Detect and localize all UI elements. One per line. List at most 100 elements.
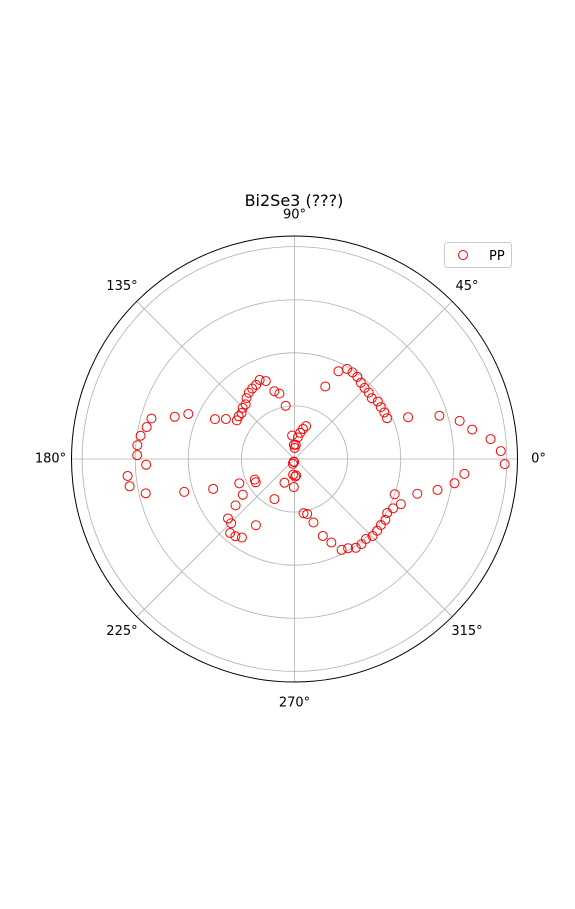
angular-gridline-45 xyxy=(294,301,453,460)
data-point xyxy=(449,478,460,489)
data-point xyxy=(231,415,242,426)
data-point xyxy=(208,483,219,494)
data-point xyxy=(280,400,291,411)
data-point xyxy=(359,382,370,393)
data-point xyxy=(432,484,443,495)
angle-tick-labels: 0° 45° 90° 135° 180° 225° 270° 315° xyxy=(35,208,546,711)
data-point xyxy=(290,471,301,482)
data-point xyxy=(291,470,302,481)
data-point xyxy=(287,458,298,469)
data-point xyxy=(333,366,344,377)
data-point xyxy=(350,542,361,553)
data-point xyxy=(220,414,231,425)
data-point xyxy=(236,408,247,419)
legend-marker-pp xyxy=(458,250,468,260)
data-point xyxy=(347,367,358,378)
data-point xyxy=(375,402,386,413)
data-point xyxy=(135,430,146,441)
data-point xyxy=(124,481,135,492)
data-point xyxy=(320,381,331,392)
data-point xyxy=(260,376,271,387)
angle-tick-label-315: 315° xyxy=(451,624,482,639)
data-point xyxy=(274,388,285,399)
data-point xyxy=(459,468,470,479)
data-point xyxy=(302,509,313,520)
data-point xyxy=(140,488,151,499)
data-point xyxy=(395,499,406,510)
polar-frame xyxy=(71,235,518,683)
data-point xyxy=(132,450,143,461)
data-point xyxy=(308,517,319,528)
angle-tick-label-225: 225° xyxy=(106,624,137,639)
data-point xyxy=(169,411,180,422)
data-point xyxy=(234,478,245,489)
data-point xyxy=(250,520,261,531)
legend-label-pp: PP xyxy=(489,249,505,264)
data-point xyxy=(467,424,478,435)
chart-title: Bi2Se3 (???) xyxy=(245,191,344,210)
data-point xyxy=(251,379,262,390)
data-point xyxy=(434,410,445,421)
data-points xyxy=(122,363,510,555)
data-point xyxy=(289,456,300,467)
data-point xyxy=(317,530,328,541)
data-point xyxy=(485,434,496,445)
angular-gridline-135 xyxy=(136,301,295,460)
angular-gridline-315 xyxy=(294,458,453,617)
polar-spine xyxy=(71,235,518,683)
data-point xyxy=(183,408,194,419)
data-point xyxy=(343,543,354,554)
data-point xyxy=(336,544,347,555)
data-point xyxy=(388,503,399,514)
angle-tick-label-270: 270° xyxy=(279,696,310,711)
data-point xyxy=(236,532,247,543)
data-point xyxy=(287,430,298,441)
data-point xyxy=(366,393,377,404)
data-point xyxy=(241,393,252,404)
angle-tick-label-0: 0° xyxy=(531,452,546,467)
data-point xyxy=(240,399,251,410)
data-point xyxy=(179,486,190,497)
legend-box xyxy=(444,242,512,268)
angle-tick-label-45: 45° xyxy=(456,279,479,294)
data-point xyxy=(372,396,383,407)
data-point xyxy=(389,489,400,500)
data-point xyxy=(122,470,133,481)
data-point xyxy=(141,459,152,470)
data-point xyxy=(237,402,248,413)
data-point xyxy=(454,415,465,426)
angle-tick-label-135: 135° xyxy=(106,279,137,294)
data-point xyxy=(288,439,299,450)
data-point xyxy=(379,407,390,418)
legend: PP xyxy=(444,242,512,268)
data-point xyxy=(288,469,299,480)
data-point xyxy=(141,422,152,433)
angle-tick-label-180: 180° xyxy=(35,452,66,467)
data-point xyxy=(499,459,510,470)
data-point xyxy=(355,377,366,388)
data-point xyxy=(326,537,337,548)
data-point xyxy=(298,508,309,519)
data-point xyxy=(225,528,236,539)
data-point xyxy=(230,500,241,511)
data-point xyxy=(380,514,391,525)
data-point xyxy=(382,413,392,424)
data-point xyxy=(495,446,506,457)
data-point xyxy=(269,494,280,505)
data-point xyxy=(360,533,371,544)
data-point xyxy=(146,413,157,424)
data-point xyxy=(412,488,423,499)
data-point xyxy=(301,421,312,432)
angular-gridline-225 xyxy=(136,458,295,617)
data-point xyxy=(237,489,248,500)
data-point xyxy=(372,525,383,536)
data-point xyxy=(254,374,265,385)
data-point xyxy=(403,412,414,423)
data-point xyxy=(132,440,143,451)
data-point xyxy=(288,482,299,493)
data-point xyxy=(279,477,290,488)
data-point xyxy=(226,518,237,529)
data-point xyxy=(230,531,241,542)
angle-tick-label-90: 90° xyxy=(283,208,306,223)
